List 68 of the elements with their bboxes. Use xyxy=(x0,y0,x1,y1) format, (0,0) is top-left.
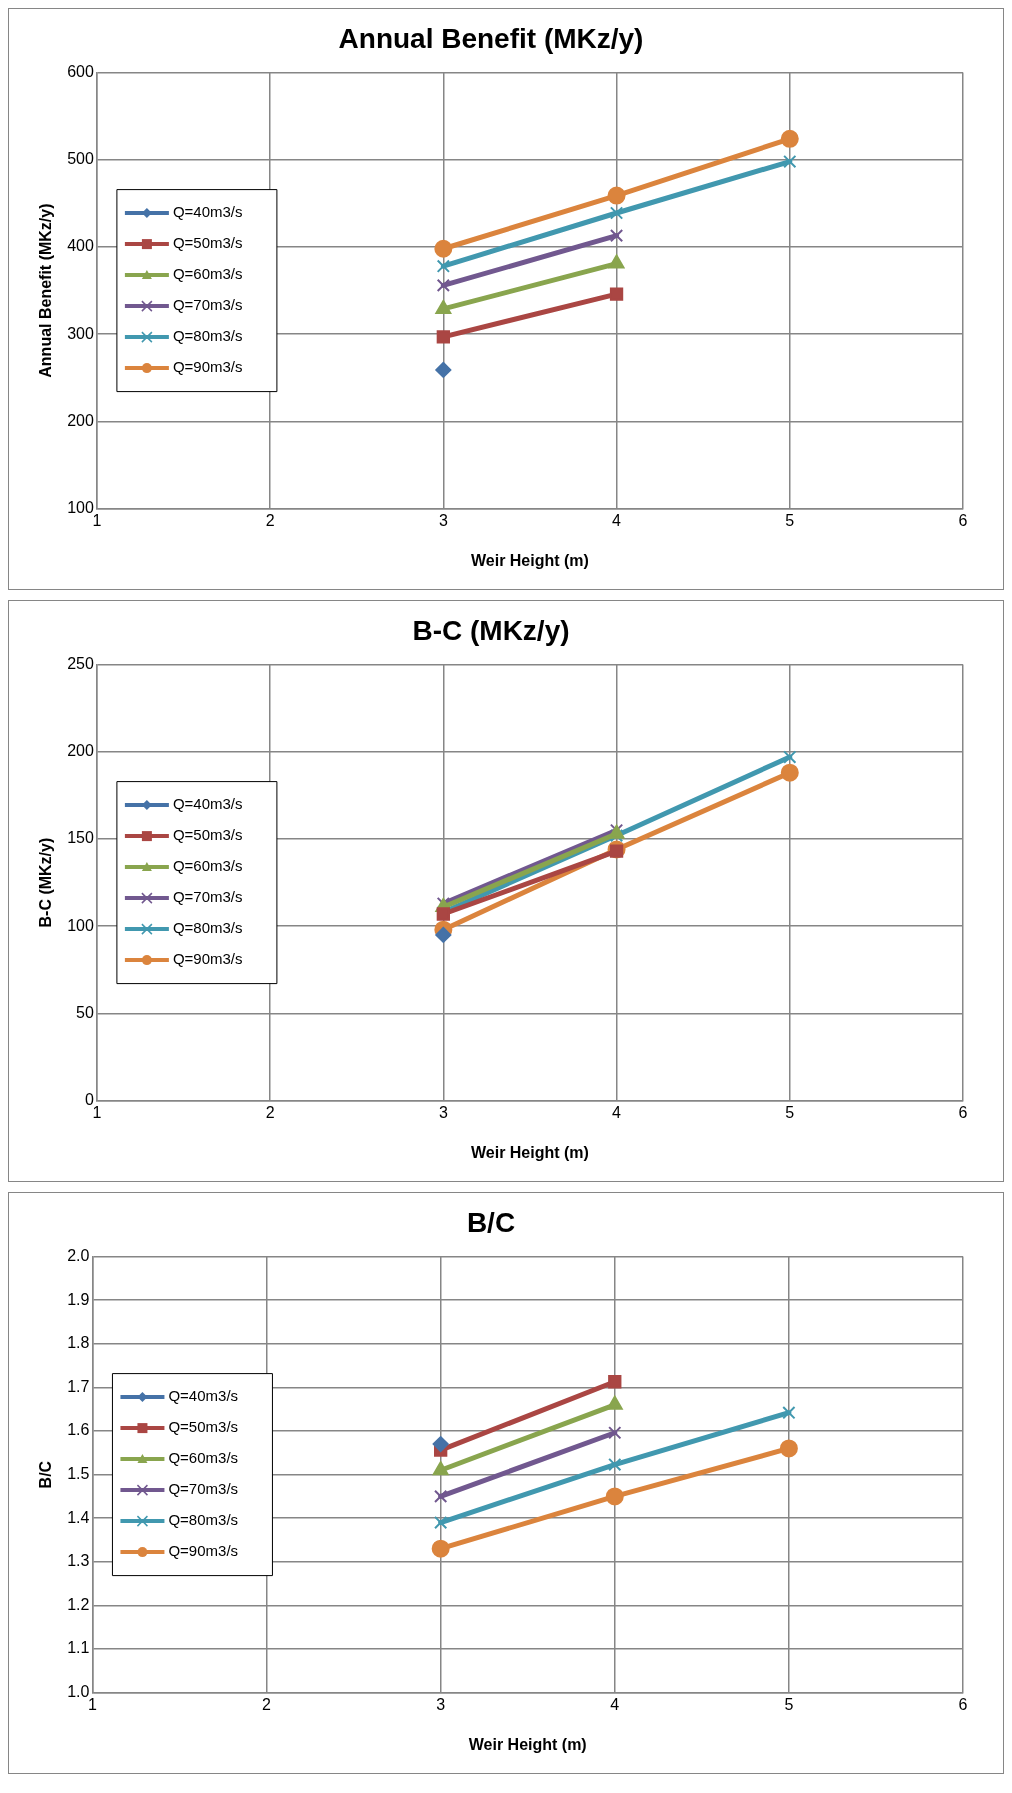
x-tick-label: 2 xyxy=(265,1103,275,1121)
y-tick-label: 100 xyxy=(67,499,94,517)
legend-label: Q=40m3/s xyxy=(172,795,243,813)
chart-title: B-C (MKz/y) xyxy=(412,614,570,646)
x-tick-label: 3 xyxy=(436,1695,446,1713)
x-tick-label: 3 xyxy=(438,511,448,529)
y-tick-label: 1.9 xyxy=(67,1290,90,1308)
y-tick-label: 1.6 xyxy=(67,1421,90,1439)
y-tick-label: 1.1 xyxy=(67,1639,90,1657)
x-axis-title: Weir Height (m) xyxy=(470,551,589,569)
legend-label: Q=70m3/s xyxy=(172,888,243,906)
y-tick-label: 1.2 xyxy=(67,1595,90,1613)
y-tick-label: 0 xyxy=(84,1091,94,1109)
legend-label: Q=60m3/s xyxy=(172,857,243,875)
x-tick-label: 1 xyxy=(92,511,102,529)
x-tick-label: 2 xyxy=(265,511,275,529)
y-tick-label: 1.0 xyxy=(67,1683,90,1701)
y-tick-label: 2.0 xyxy=(67,1247,90,1265)
y-tick-label: 100 xyxy=(67,916,94,934)
x-tick-label: 5 xyxy=(785,511,795,529)
x-tick-label: 1 xyxy=(87,1695,97,1713)
legend-label: Q=50m3/s xyxy=(172,234,243,252)
legend-label: Q=60m3/s xyxy=(168,1449,239,1467)
x-tick-label: 2 xyxy=(262,1695,272,1713)
legend-label: Q=70m3/s xyxy=(168,1480,239,1498)
legend-label: Q=80m3/s xyxy=(168,1511,239,1529)
legend-label: Q=60m3/s xyxy=(172,265,243,283)
y-tick-label: 50 xyxy=(76,1003,94,1021)
y-tick-label: 200 xyxy=(67,411,94,429)
x-tick-label: 5 xyxy=(784,1695,794,1713)
x-tick-label: 4 xyxy=(612,511,622,529)
y-tick-label: 500 xyxy=(67,150,94,168)
legend-label: Q=80m3/s xyxy=(172,919,243,937)
x-axis-title: Weir Height (m) xyxy=(470,1143,589,1161)
x-tick-label: 1 xyxy=(92,1103,102,1121)
x-tick-label: 6 xyxy=(958,1103,968,1121)
x-tick-label: 5 xyxy=(785,1103,795,1121)
y-axis-title: B/C xyxy=(37,1460,55,1489)
x-tick-label: 4 xyxy=(610,1695,620,1713)
legend-label: Q=90m3/s xyxy=(172,358,243,376)
chart-title: B/C xyxy=(466,1206,516,1238)
y-tick-label: 150 xyxy=(67,829,94,847)
chart-title: Annual Benefit (MKz/y) xyxy=(338,22,644,54)
y-tick-label: 400 xyxy=(67,237,94,255)
y-tick-label: 200 xyxy=(67,742,94,760)
y-axis-title: B-C (MKz/y) xyxy=(37,837,55,928)
y-tick-label: 1.5 xyxy=(67,1465,90,1483)
legend-label: Q=80m3/s xyxy=(172,327,243,345)
y-tick-label: 1.4 xyxy=(67,1508,90,1526)
x-tick-label: 6 xyxy=(958,1695,968,1713)
x-tick-label: 4 xyxy=(612,1103,622,1121)
legend-label: Q=90m3/s xyxy=(172,950,243,968)
y-tick-label: 250 xyxy=(67,655,94,673)
y-tick-label: 1.3 xyxy=(67,1552,90,1570)
x-axis-title: Weir Height (m) xyxy=(468,1735,587,1753)
legend-label: Q=40m3/s xyxy=(168,1387,239,1405)
x-tick-label: 3 xyxy=(438,1103,448,1121)
y-axis-title: Annual Benefit (MKz/y) xyxy=(37,203,55,378)
legend-label: Q=50m3/s xyxy=(172,826,243,844)
legend-label: Q=70m3/s xyxy=(172,296,243,314)
y-tick-label: 1.8 xyxy=(67,1334,90,1352)
legend-label: Q=40m3/s xyxy=(172,203,243,221)
y-tick-label: 1.7 xyxy=(67,1377,90,1395)
legend-label: Q=50m3/s xyxy=(168,1418,239,1436)
legend-label: Q=90m3/s xyxy=(168,1542,239,1560)
x-tick-label: 6 xyxy=(958,511,968,529)
y-tick-label: 600 xyxy=(67,63,94,81)
y-tick-label: 300 xyxy=(67,324,94,342)
